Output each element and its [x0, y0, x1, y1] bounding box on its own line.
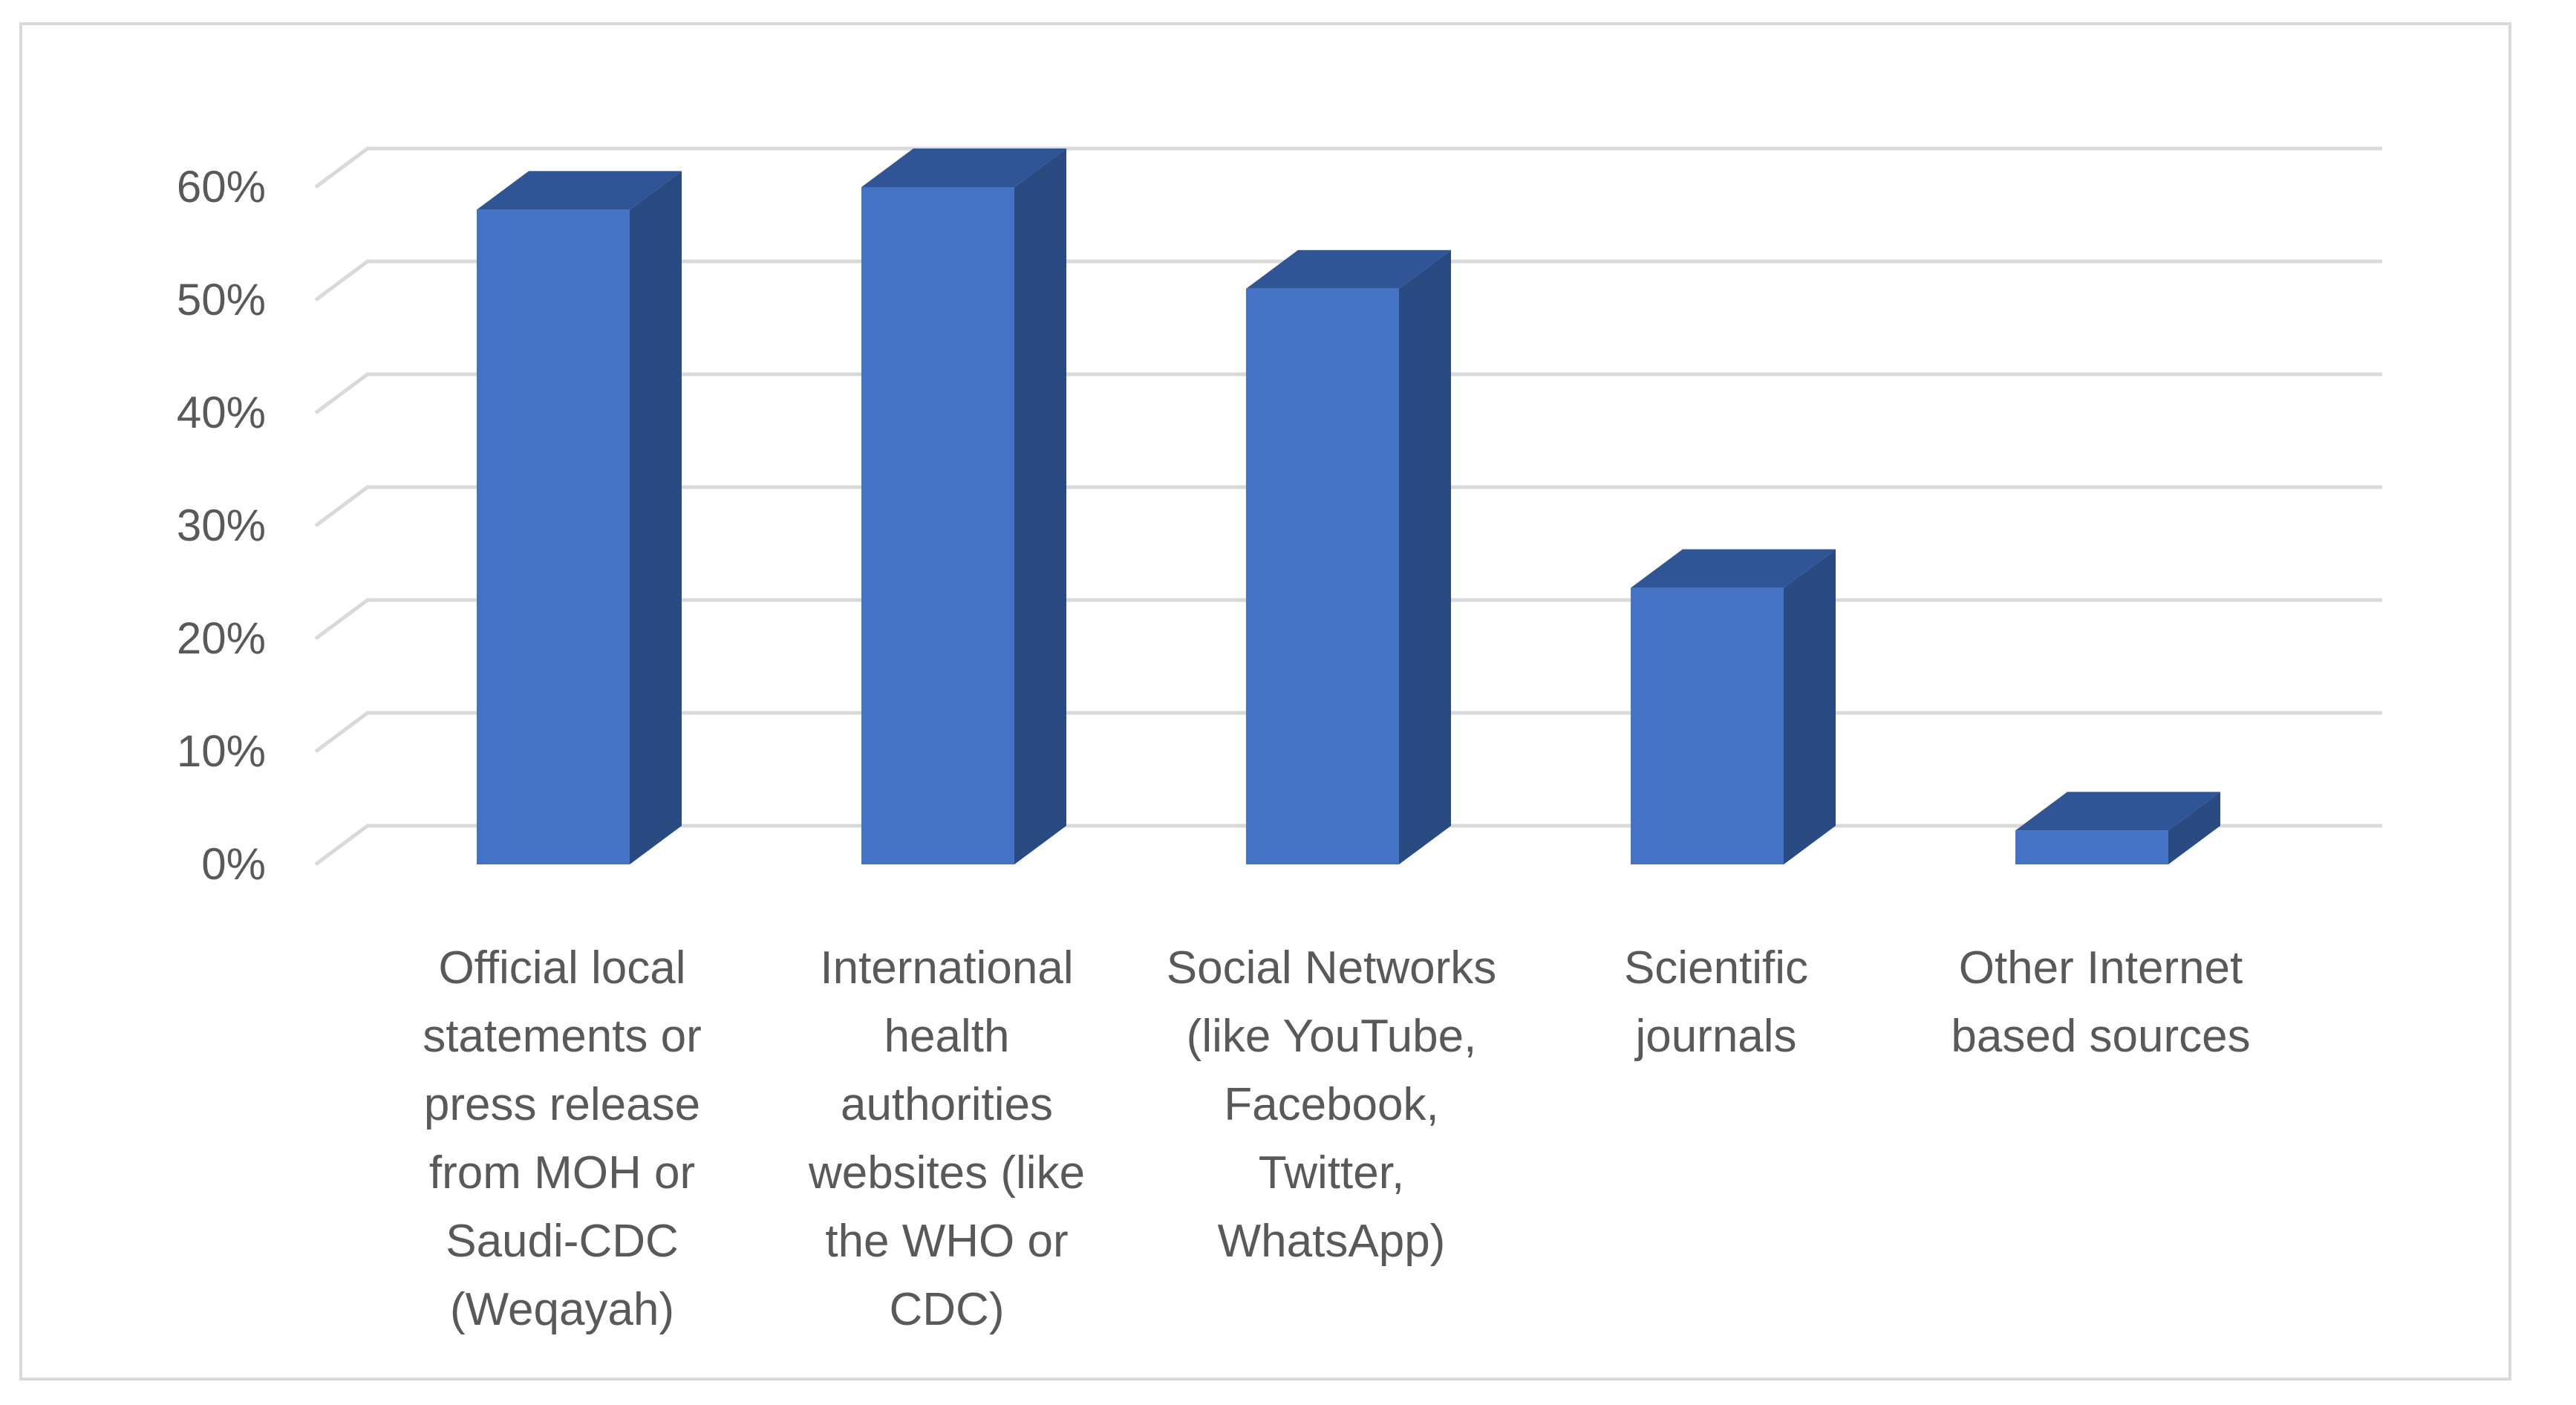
- y-tick-label: 30%: [177, 501, 266, 550]
- y-axis-ticks: 0% 10% 20% 30% 40% 50% 60%: [177, 162, 266, 889]
- bar: [1246, 250, 1451, 864]
- bar-top-face: [1631, 549, 1836, 588]
- bar: [861, 149, 1066, 864]
- chart-frame: 0% 10% 20% 30% 40% 50% 60% Official local stat…: [19, 22, 2511, 1380]
- bar-side-face: [1014, 149, 1066, 864]
- bar-side-face: [1784, 549, 1836, 864]
- gridline: [314, 146, 2382, 189]
- bar-front-face: [861, 187, 1014, 864]
- gridlines: [314, 146, 2382, 867]
- x-category-label: Other Internet based sources: [1951, 942, 2251, 1062]
- x-category-label: Social Networks (like YouTube, Facebook,…: [1166, 942, 1497, 1267]
- bar-chart: 0% 10% 20% 30% 40% 50% 60%: [177, 146, 2382, 889]
- y-tick-label: 60%: [177, 162, 266, 212]
- x-category-label: Scientific journals: [1623, 942, 1809, 1062]
- y-tick-label: 0%: [201, 839, 266, 889]
- bar-side-face: [630, 171, 682, 864]
- x-category-label: International health authorities website…: [808, 942, 1086, 1335]
- bar-top-face: [477, 171, 682, 210]
- bar-front-face: [477, 209, 630, 864]
- bar: [477, 171, 682, 864]
- bar-top-face: [1246, 250, 1451, 289]
- bar-top-face: [2015, 792, 2220, 831]
- bar: [1631, 549, 1836, 864]
- y-tick-label: 40%: [177, 388, 266, 437]
- bar-top-face: [861, 149, 1066, 187]
- gridline: [314, 259, 2382, 302]
- bars: [477, 149, 2220, 864]
- y-tick-label: 20%: [177, 613, 266, 663]
- bar-front-face: [1631, 587, 1784, 864]
- x-category-label: Official local statements or press relea…: [423, 942, 702, 1335]
- y-tick-label: 10%: [177, 726, 266, 776]
- bar-side-face: [1399, 250, 1451, 864]
- y-tick-label: 50%: [177, 275, 266, 325]
- bar: [2015, 792, 2220, 864]
- bar-front-face: [2015, 830, 2168, 864]
- bar-front-face: [1246, 288, 1399, 864]
- gridline: [314, 485, 2382, 528]
- gridline: [314, 372, 2382, 415]
- bar-side-face: [2168, 792, 2220, 864]
